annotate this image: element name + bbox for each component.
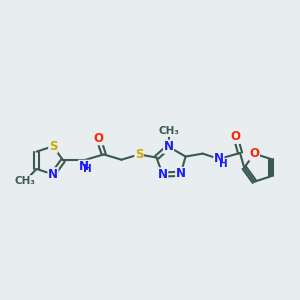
Text: S: S	[135, 148, 143, 161]
Text: H: H	[219, 159, 227, 169]
Text: N: N	[79, 160, 89, 173]
Text: O: O	[231, 130, 241, 143]
Text: N: N	[164, 140, 173, 153]
Text: N: N	[214, 152, 224, 165]
Text: N: N	[48, 168, 58, 181]
Text: O: O	[94, 132, 103, 145]
Text: CH₃: CH₃	[158, 126, 179, 136]
Text: N: N	[158, 168, 168, 181]
Text: CH₃: CH₃	[15, 176, 36, 186]
Text: H: H	[83, 164, 92, 174]
Text: S: S	[49, 140, 57, 153]
Text: O: O	[249, 147, 260, 160]
Text: N: N	[176, 167, 186, 180]
